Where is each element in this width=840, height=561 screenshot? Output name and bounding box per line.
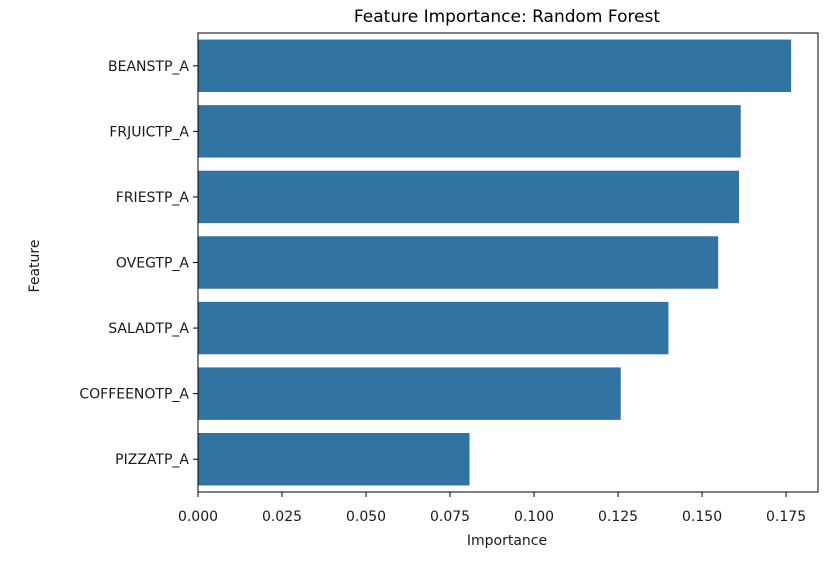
x-tick-label: 0.100	[514, 509, 554, 525]
y-axis-label: Feature	[27, 240, 43, 293]
y-tick-label: FRIESTP_A	[116, 190, 190, 206]
bar-beanstp-a	[198, 39, 792, 93]
x-tick-label: 0.125	[598, 509, 638, 525]
bar-saladtp-a	[198, 301, 669, 355]
x-tick-label: 0.150	[682, 509, 722, 525]
x-tick-label: 0.075	[430, 509, 470, 525]
y-tick-label: BEANSTP_A	[108, 59, 189, 75]
y-tick-label: COFFEENOTP_A	[79, 387, 189, 403]
x-tick-label: 0.000	[178, 509, 218, 525]
x-axis-ticks: 0.000 0.025 0.050 0.075 0.100 0.125 0.150 0.175	[178, 492, 806, 525]
x-tick-label: 0.025	[262, 509, 302, 525]
axes-frame	[197, 32, 819, 493]
y-tick-label: SALADTP_A	[108, 321, 189, 337]
x-axis-label: Importance	[467, 533, 547, 549]
y-axis-ticks: BEANSTP_A FRJUICTP_A FRIESTP_A OVEGTP_A SALA…	[79, 59, 198, 468]
x-tick-label: 0.050	[346, 509, 386, 525]
y-tick-label: FRJUICTP_A	[109, 124, 189, 140]
bar-pizzatp-a	[198, 432, 470, 486]
bars-group	[198, 39, 792, 486]
x-tick-label: 0.175	[766, 509, 806, 525]
bar-frjuictp-a	[198, 105, 741, 158]
y-tick-label: PIZZATP_A	[115, 452, 189, 468]
bar-friestp-a	[198, 170, 740, 224]
bar-coffeenotp-a	[198, 367, 621, 420]
bar-ovegtp-a	[198, 236, 719, 289]
y-tick-label: OVEGTP_A	[116, 256, 190, 272]
chart-title: Feature Importance: Random Forest	[354, 7, 660, 27]
